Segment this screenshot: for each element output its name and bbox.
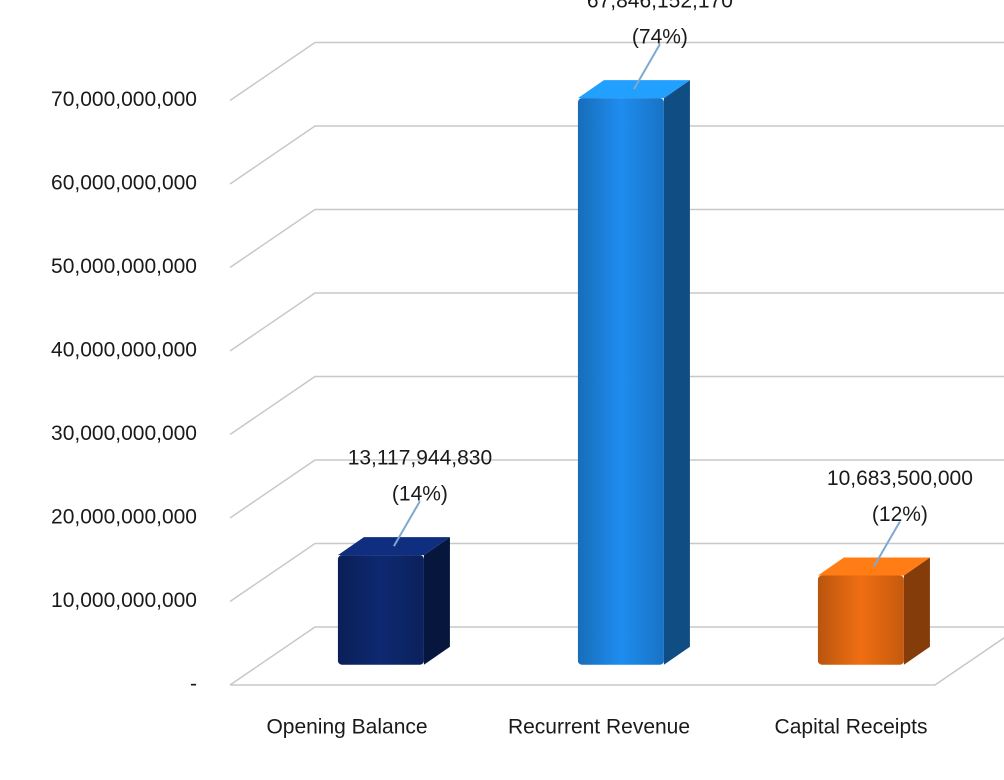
y-tick-label: 70,000,000,000	[51, 88, 197, 111]
leader-line	[393, 500, 421, 547]
bar-side	[423, 537, 450, 665]
y-tick-label: 10,000,000,000	[51, 589, 197, 612]
bar-side	[903, 557, 930, 665]
grid-line	[229, 542, 1004, 603]
y-tick-label: 60,000,000,000	[51, 172, 197, 195]
bar	[817, 557, 930, 665]
y-tick-label: 40,000,000,000	[51, 339, 197, 362]
leader-line	[873, 520, 901, 567]
value-label: 13,117,944,830	[348, 447, 492, 470]
bar	[337, 537, 450, 665]
grid-line	[229, 41, 1004, 102]
percent-label: (74%)	[632, 26, 688, 49]
x-tick-label: Recurrent Revenue	[508, 716, 690, 739]
floor	[229, 626, 1004, 686]
grid-line	[229, 292, 1004, 352]
value-label: 67,846,152,170	[587, 0, 733, 13]
percent-label: (14%)	[392, 483, 448, 506]
y-tick-label: 30,000,000,000	[51, 422, 197, 445]
grid-line	[229, 459, 1004, 519]
y-tick-label: -	[190, 673, 197, 696]
value-label: 10,683,500,000	[827, 467, 973, 490]
x-tick-label: Opening Balance	[266, 716, 427, 739]
percent-label: (12%)	[872, 503, 928, 526]
y-tick-label: 20,000,000,000	[51, 506, 197, 529]
bar-front	[817, 575, 904, 665]
grid-line	[229, 208, 1004, 269]
bar	[577, 80, 690, 665]
grid-line	[229, 375, 1004, 436]
bar-front	[577, 98, 664, 665]
y-tick-label: 50,000,000,000	[51, 255, 197, 278]
grid-line	[229, 125, 1004, 185]
x-tick-label: Capital Receipts	[775, 716, 928, 739]
bar-side	[663, 80, 690, 665]
leader-line	[633, 43, 661, 90]
bar-front	[337, 555, 424, 665]
